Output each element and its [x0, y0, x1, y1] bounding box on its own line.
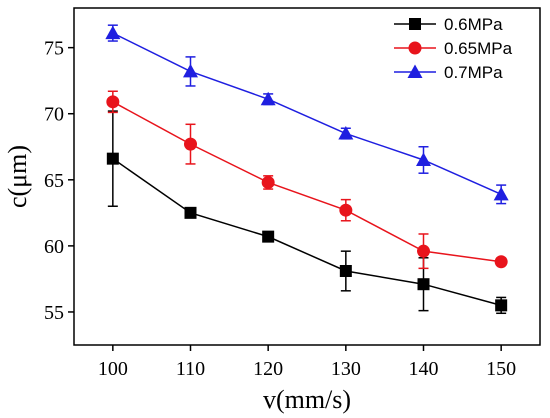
x-tick-label: 110: [176, 358, 205, 380]
data-point: [495, 299, 508, 312]
series-0.6MPa: [106, 110, 508, 315]
legend-label: 0.7MPa: [444, 63, 503, 82]
y-axis-title: c(μm): [3, 145, 32, 208]
series-layer: [105, 24, 509, 315]
x-tick-label: 100: [98, 358, 128, 380]
x-tick-label: 120: [253, 358, 283, 380]
data-point: [417, 278, 430, 291]
legend-label: 0.6MPa: [444, 15, 503, 34]
series-0.7MPa: [105, 24, 509, 205]
data-point: [184, 137, 197, 151]
data-point: [106, 152, 119, 165]
legend-marker: [407, 64, 423, 78]
x-tick-label: 150: [486, 358, 516, 380]
y-axis: 55 60 65 70 75: [44, 38, 74, 324]
x-tick-label: 140: [409, 358, 439, 380]
data-point: [493, 186, 509, 201]
series-0.65MPa: [106, 90, 508, 270]
data-point: [416, 152, 431, 166]
plot-frame: [73, 7, 541, 346]
y-tick-label: 55: [44, 302, 64, 324]
x-axis: 100 110 120 130 140 150: [98, 345, 516, 380]
data-point: [338, 126, 354, 140]
data-point: [494, 255, 508, 269]
series-line: [112, 32, 502, 196]
legend-label: 0.65MPa: [444, 39, 513, 58]
x-axis-title: v(mm/s): [263, 385, 351, 414]
data-point: [106, 95, 120, 109]
data-point: [260, 91, 276, 106]
data-point: [184, 206, 197, 219]
legend-marker: [408, 41, 422, 55]
data-point: [339, 264, 352, 277]
data-point: [105, 25, 121, 40]
series-line: [112, 158, 502, 307]
data-point: [183, 63, 198, 78]
data-point: [262, 230, 275, 243]
y-tick-label: 75: [44, 38, 64, 60]
data-point: [261, 175, 275, 189]
y-tick-label: 65: [44, 170, 64, 192]
series-line: [112, 101, 502, 263]
data-point: [339, 203, 353, 217]
legend-marker: [409, 18, 421, 30]
y-tick-label: 70: [44, 104, 64, 126]
legend: 0.6MPa 0.65MPa 0.7MPa: [394, 15, 513, 82]
data-point: [417, 244, 430, 258]
x-tick-label: 130: [331, 358, 361, 380]
y-tick-label: 60: [44, 236, 64, 258]
